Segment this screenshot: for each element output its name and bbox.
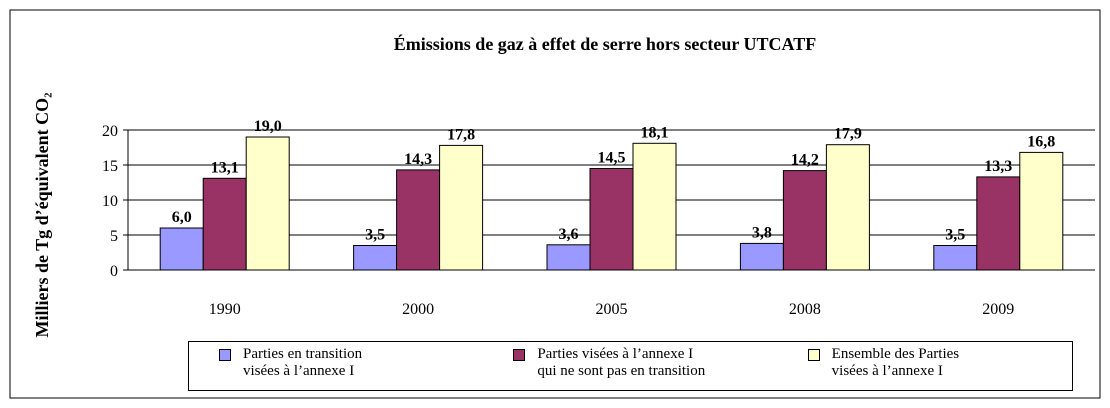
- bar: [159, 227, 204, 271]
- x-tick-label: 2000: [402, 301, 434, 318]
- y-tick-label: 10: [102, 193, 118, 210]
- bar: [825, 144, 870, 271]
- legend-label: Parties visées à l’annexe I qui ne sont …: [537, 346, 706, 379]
- y-tick-label: 5: [110, 228, 118, 245]
- legend: Parties en transition visées à l’annexe …: [188, 341, 1073, 391]
- bar: [546, 244, 591, 271]
- bar: [439, 144, 484, 271]
- legend-swatch: [219, 349, 231, 361]
- bar: [976, 176, 1021, 271]
- data-label: 14,3: [404, 151, 432, 168]
- bar: [1019, 151, 1064, 271]
- data-label: 3,5: [365, 227, 385, 244]
- data-label: 16,8: [1027, 133, 1055, 150]
- data-label: 18,1: [641, 124, 669, 141]
- bar: [782, 170, 827, 271]
- legend-swatch: [807, 349, 820, 361]
- data-label: 13,3: [984, 158, 1012, 175]
- bar: [739, 242, 784, 271]
- y-tick-label: 20: [102, 123, 118, 140]
- x-tick-label: 1990: [209, 301, 241, 318]
- chart-border: [9, 9, 1101, 399]
- x-tick-label: 2008: [789, 301, 821, 318]
- legend-swatch: [513, 349, 526, 361]
- bar: [202, 177, 247, 271]
- y-tick-label: 15: [102, 158, 118, 175]
- bar: [589, 168, 634, 271]
- y-tick-label: 0: [110, 263, 118, 280]
- x-tick-label: 2009: [982, 301, 1014, 318]
- data-label: 3,6: [559, 226, 579, 243]
- data-label: 3,5: [945, 227, 965, 244]
- legend-label: Parties en transition visées à l’annexe …: [243, 346, 363, 379]
- bar: [933, 245, 978, 271]
- bar: [353, 245, 398, 271]
- bar: [632, 142, 677, 271]
- data-label: 14,2: [791, 152, 819, 169]
- bar: [245, 136, 290, 271]
- bar: [396, 169, 441, 271]
- data-label: 6,0: [172, 209, 192, 226]
- x-tick-label: 2005: [596, 301, 628, 318]
- data-label: 14,5: [598, 150, 626, 167]
- data-label: 17,9: [834, 126, 862, 143]
- data-label: 13,1: [211, 159, 239, 176]
- legend-item: Parties visées à l’annexe I qui ne sont …: [483, 342, 777, 390]
- legend-label: Ensemble des Parties visées à l’annexe I: [831, 346, 960, 379]
- legend-item: Ensemble des Parties visées à l’annexe I: [778, 342, 1072, 390]
- data-label: 3,8: [752, 224, 772, 241]
- y-axis-title: Milliers de Tg d’équivalent CO₂: [32, 92, 52, 337]
- data-label: 17,8: [447, 126, 475, 143]
- data-label: 19,0: [254, 118, 282, 135]
- chart-title: Émissions de gaz à effet de serre hors s…: [394, 33, 816, 54]
- legend-item: Parties en transition visées à l’annexe …: [189, 342, 483, 390]
